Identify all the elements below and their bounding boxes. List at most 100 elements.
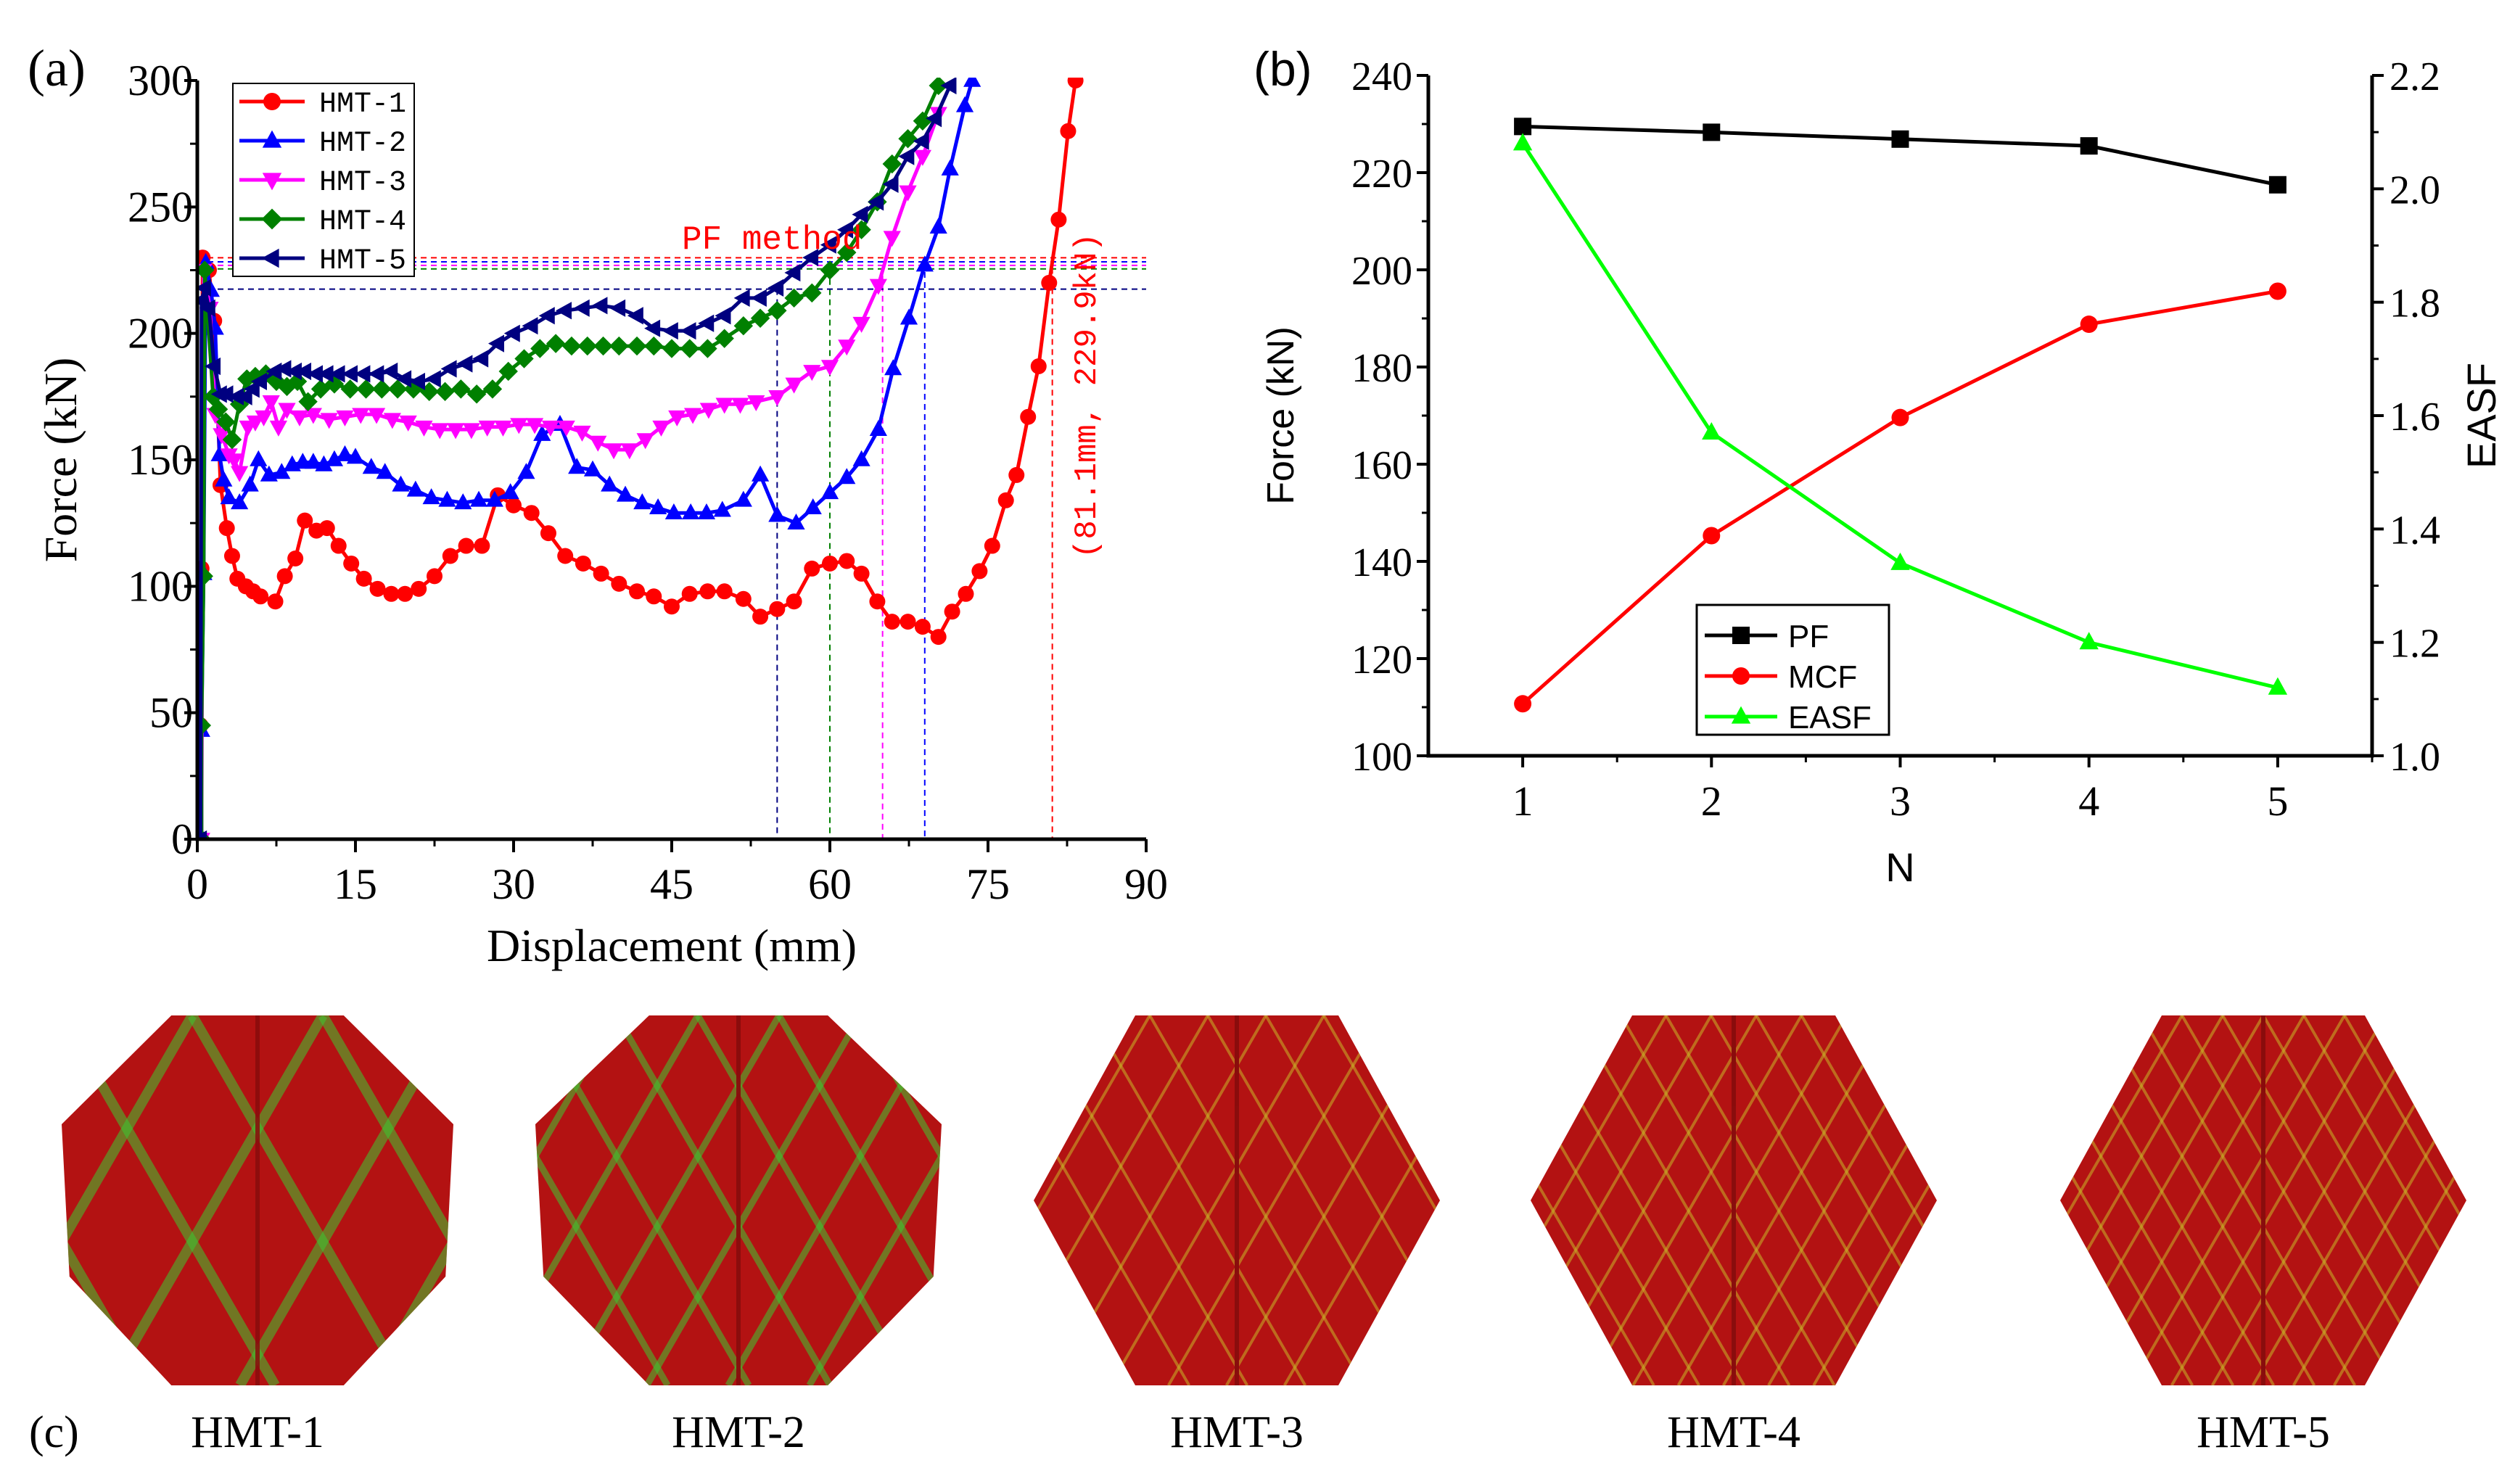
legend-marker (261, 208, 283, 230)
data-point (216, 412, 236, 432)
data-point (733, 316, 754, 336)
series-easf (1512, 133, 2288, 695)
deformation-image-label: HMT-1 (191, 1408, 324, 1457)
data-point (680, 322, 696, 340)
data-point (884, 359, 902, 376)
data-point (930, 629, 947, 646)
data-point (368, 365, 384, 383)
data-point (1041, 274, 1058, 291)
data-point (731, 397, 749, 414)
data-point (784, 263, 801, 282)
data-point (228, 387, 244, 405)
data-point (839, 553, 855, 569)
data-point (307, 365, 324, 383)
data-point (277, 376, 297, 397)
data-point (392, 475, 410, 492)
data-point (837, 242, 857, 263)
data-point (2080, 316, 2098, 334)
data-point (454, 493, 472, 510)
data-point (383, 413, 401, 429)
y-tick-label: 140 (1351, 540, 1412, 585)
data-point (287, 550, 304, 566)
data-point (295, 362, 312, 381)
data-point (474, 537, 490, 554)
legend-item-easf: EASF (1705, 700, 1872, 735)
y2-tick-label: 1.0 (2390, 735, 2440, 780)
data-point (941, 159, 959, 176)
legend-marker (1732, 667, 1750, 685)
data-point (1703, 123, 1721, 141)
series-hmt-3 (197, 107, 947, 839)
data-point (940, 78, 957, 95)
y-tick-label: 180 (1351, 346, 1412, 391)
data-point (236, 387, 252, 405)
data-point (395, 370, 412, 388)
data-point (215, 470, 233, 487)
strain-pattern (2060, 1015, 2466, 1385)
x-tick-label: 0 (186, 860, 208, 908)
data-point (310, 379, 331, 399)
deformation-image-label: HMT-5 (2197, 1408, 2330, 1457)
data-point (406, 480, 424, 497)
data-point (346, 448, 365, 464)
data-point (415, 420, 433, 437)
data-point (341, 365, 358, 383)
data-point (208, 400, 229, 419)
data-point (533, 424, 551, 441)
data-point (868, 193, 884, 211)
data-point (557, 548, 574, 564)
data-point (583, 460, 602, 477)
data-point (785, 377, 803, 394)
x-tick-label: 2 (1701, 778, 1722, 825)
y2-tick-label: 1.8 (2390, 281, 2440, 326)
y-tick-label: 150 (128, 436, 193, 484)
data-point (997, 492, 1014, 508)
data-point (485, 490, 503, 507)
legend-item-mcf: MCF (1705, 659, 1857, 695)
data-point (340, 379, 360, 399)
data-point (494, 420, 512, 437)
data-point (611, 575, 627, 592)
series-pf (1514, 118, 2286, 194)
legend-marker (262, 130, 282, 148)
series-hmt-1 (197, 78, 1084, 839)
data-point (914, 619, 931, 635)
data-point (269, 420, 288, 437)
data-point (649, 498, 667, 515)
legend-box (1695, 603, 1890, 736)
panel-c-deformation-images: HMT-1 HMT-2 HMT-3 HMT-4 HMT-5 (62, 1015, 2466, 1457)
data-point (900, 614, 916, 630)
data-point (251, 372, 267, 391)
y-tick-label: 100 (128, 562, 193, 610)
data-point (260, 465, 278, 482)
data-point (2268, 176, 2286, 194)
data-point (1008, 466, 1025, 483)
data-point (802, 248, 819, 267)
data-point (320, 413, 338, 429)
data-point (1020, 408, 1037, 425)
y-tick-label: 50 (149, 689, 193, 737)
data-point (627, 336, 647, 356)
peak-point-annotation: (81.1mm, 229.9kN) (1069, 233, 1106, 558)
data-point (523, 505, 540, 522)
data-point (246, 415, 265, 432)
data-point (466, 384, 487, 404)
data-point (869, 593, 886, 610)
data-point (317, 365, 334, 383)
data-point (575, 555, 591, 572)
data-point (462, 423, 480, 440)
x-tick-label: 1 (1512, 778, 1534, 825)
data-point (733, 289, 750, 307)
data-point (287, 371, 308, 392)
y-tick-label: 250 (128, 183, 193, 231)
legend-label: PF (1788, 619, 1829, 654)
data-point (276, 568, 293, 585)
data-point (213, 428, 231, 445)
legend-label: HMT-2 (319, 128, 406, 160)
x-tick-label: 3 (1890, 778, 1911, 825)
data-point (376, 463, 394, 479)
data-point (680, 339, 699, 358)
data-point (458, 537, 474, 554)
deformation-image-label: HMT-4 (1667, 1408, 1800, 1457)
deformed-shape (535, 1015, 942, 1385)
